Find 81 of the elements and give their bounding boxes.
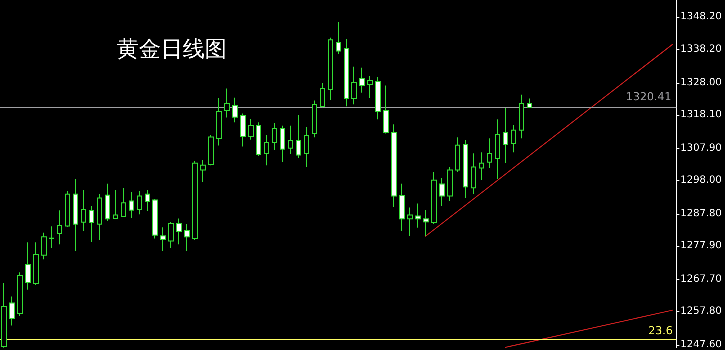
- candlestick: [415, 203, 421, 228]
- candlestick: [65, 190, 70, 228]
- candlestick: [57, 210, 62, 246]
- candlestick: [121, 188, 126, 218]
- y-tick-label: 1277.90: [680, 240, 722, 252]
- y-tick-label: 1267.70: [680, 274, 722, 285]
- text: 黄金日线图: [117, 38, 227, 62]
- candlestick: [41, 232, 47, 260]
- candlestick: [200, 160, 206, 183]
- candlestick: [304, 126, 309, 168]
- candlestick: [359, 67, 365, 94]
- candlestick: [431, 172, 437, 225]
- candlestick: [49, 226, 54, 249]
- candlestick: [73, 178, 78, 252]
- candlestick: [1, 282, 7, 348]
- candlestick: [224, 88, 230, 118]
- candlestick: [344, 38, 349, 108]
- candlestick: [471, 153, 476, 195]
- candlestick: [113, 190, 118, 220]
- candlestick: [25, 242, 31, 290]
- candlestick: [479, 152, 484, 181]
- candlestick: [208, 134, 214, 166]
- candlestick: [423, 210, 429, 237]
- candlestick: [97, 194, 102, 241]
- annotation: 23.6: [648, 324, 674, 338]
- candlestick: [9, 296, 15, 326]
- candlestick: [240, 113, 246, 148]
- candlestick: [447, 166, 453, 202]
- candlestick: [105, 183, 110, 222]
- candlestick: [519, 94, 524, 140]
- candlestick: [375, 76, 381, 120]
- candlestick: [320, 82, 325, 108]
- y-tick-label: 1348.20: [680, 11, 722, 22]
- candlestick: [33, 242, 39, 286]
- y-tick-label: 1307.90: [680, 142, 722, 154]
- candlestick: [407, 207, 413, 237]
- candlestick: [145, 190, 150, 212]
- candlestick: [487, 138, 492, 169]
- candlestick: [383, 85, 389, 134]
- candlestick: [463, 140, 468, 199]
- candlestick: [168, 222, 174, 249]
- candlestick: [184, 224, 190, 252]
- candlestick: [256, 122, 261, 158]
- candlestick: [129, 192, 134, 219]
- y-tick-label: 1328.00: [680, 77, 722, 88]
- candlestick: [248, 118, 254, 140]
- candlestick: [336, 22, 341, 55]
- y-tick-label: 1298.00: [680, 175, 722, 186]
- candlestick: [351, 66, 357, 106]
- candlestick: [272, 122, 277, 150]
- candlestick: [367, 75, 373, 99]
- y-tick-label: 1287.80: [680, 208, 722, 220]
- ref-line-label: 1320.41: [626, 90, 672, 104]
- candlestick: [17, 272, 23, 316]
- candlestick: [391, 124, 397, 208]
- candlestick: [160, 227, 166, 252]
- candlestick: [439, 178, 445, 207]
- candlestick: [89, 206, 94, 242]
- candlestick: [288, 125, 293, 155]
- candlestick: [280, 125, 285, 163]
- candlestick: [264, 134, 269, 166]
- y-tick-label: 1247.60: [680, 340, 722, 350]
- candlestick: [232, 97, 238, 124]
- candlestick: [216, 98, 222, 146]
- candlestick: [176, 218, 182, 246]
- candlestick: [152, 198, 158, 240]
- y-tick-label: 1338.20: [680, 44, 722, 56]
- y-tick-label: 1257.80: [680, 306, 722, 318]
- candlestick: [503, 108, 508, 164]
- candlestick: [192, 160, 198, 241]
- candlestick: [511, 125, 516, 154]
- candlestick: [328, 37, 333, 101]
- candlestick: [455, 137, 460, 173]
- y-tick-label: 1318.10: [680, 110, 722, 121]
- candlestick: [296, 114, 301, 159]
- candlestick: [399, 183, 405, 232]
- candlestick: [312, 100, 317, 138]
- candlestick: [81, 190, 86, 232]
- candlestick: [495, 119, 500, 180]
- candlestick: [527, 98, 532, 109]
- candlestick: [137, 190, 142, 216]
